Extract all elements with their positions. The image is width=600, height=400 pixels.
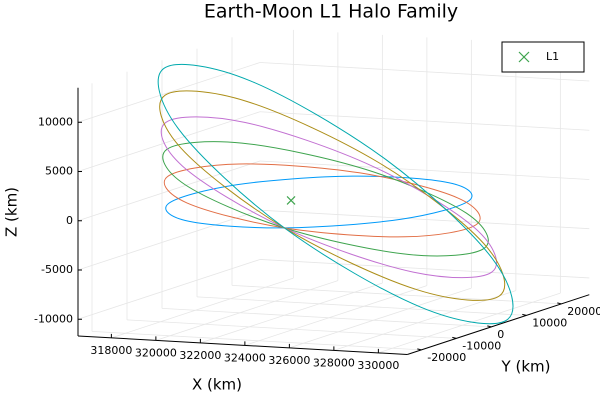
- grid-line: [77, 209, 261, 271]
- y-tick-label: -10000: [462, 339, 501, 352]
- y-tick: [487, 325, 492, 328]
- x-tick-label: 324000: [224, 351, 266, 364]
- grid-line: [378, 292, 561, 354]
- x-axis: [77, 335, 408, 355]
- z-tick-label: 0: [66, 214, 73, 227]
- grid-line: [155, 280, 338, 341]
- grid-line: [111, 277, 294, 339]
- grid-line: [196, 296, 527, 316]
- x-tick-label: 322000: [179, 349, 221, 362]
- chart-title: Earth-Moon L1 Halo Family: [204, 1, 458, 23]
- x-tick-label: 318000: [90, 344, 132, 357]
- marker-stroke: [518, 51, 530, 63]
- y-axis: [407, 294, 590, 355]
- marker-stroke: [286, 195, 296, 205]
- legend-label: L1: [546, 50, 559, 63]
- grid-line: [231, 285, 562, 305]
- x-tick-label: 320000: [135, 346, 177, 359]
- orbit: [160, 116, 497, 279]
- x-tick-label: 330000: [357, 359, 399, 372]
- grid-line: [259, 209, 590, 230]
- y-axis-label: Y (km): [501, 358, 551, 376]
- x-axis-label: X (km): [192, 376, 242, 394]
- z-tick-label: -5000: [41, 263, 73, 276]
- y-tick: [417, 348, 422, 351]
- grid-line: [77, 62, 261, 123]
- legend-box: [501, 41, 585, 73]
- y-tick: [452, 336, 457, 339]
- grid-line: [77, 111, 261, 172]
- marker: [286, 195, 296, 205]
- y-tick: [557, 302, 562, 305]
- z-tick-label: 5000: [45, 165, 73, 178]
- marker: [518, 51, 530, 63]
- grid-line: [259, 62, 590, 82]
- orbit: [162, 141, 489, 257]
- grid-line: [161, 308, 492, 328]
- grid-line: [200, 282, 383, 344]
- grid-line: [126, 319, 457, 339]
- y-tick-label: 0: [497, 328, 504, 341]
- grid-line: [259, 111, 590, 131]
- orbit: [157, 63, 514, 325]
- grid-line: [244, 285, 427, 346]
- x-tick-label: 326000: [268, 354, 310, 367]
- orbit: [163, 163, 481, 238]
- orbit: [165, 175, 473, 229]
- x-tick-label: 328000: [313, 356, 355, 369]
- grid-line: [259, 160, 590, 180]
- y-tick: [522, 313, 527, 316]
- z-tick-label: -10000: [34, 312, 73, 325]
- grid-line: [289, 287, 472, 349]
- y-tick-label: 20000: [567, 305, 600, 318]
- z-axis-label: Z (km): [3, 187, 21, 237]
- grid-line: [77, 259, 261, 320]
- grid-line: [259, 259, 590, 279]
- y-tick-label: -20000: [427, 351, 466, 364]
- y-tick-label: 10000: [532, 316, 567, 329]
- grid-line: [91, 331, 422, 351]
- z-tick-label: 10000: [38, 115, 73, 128]
